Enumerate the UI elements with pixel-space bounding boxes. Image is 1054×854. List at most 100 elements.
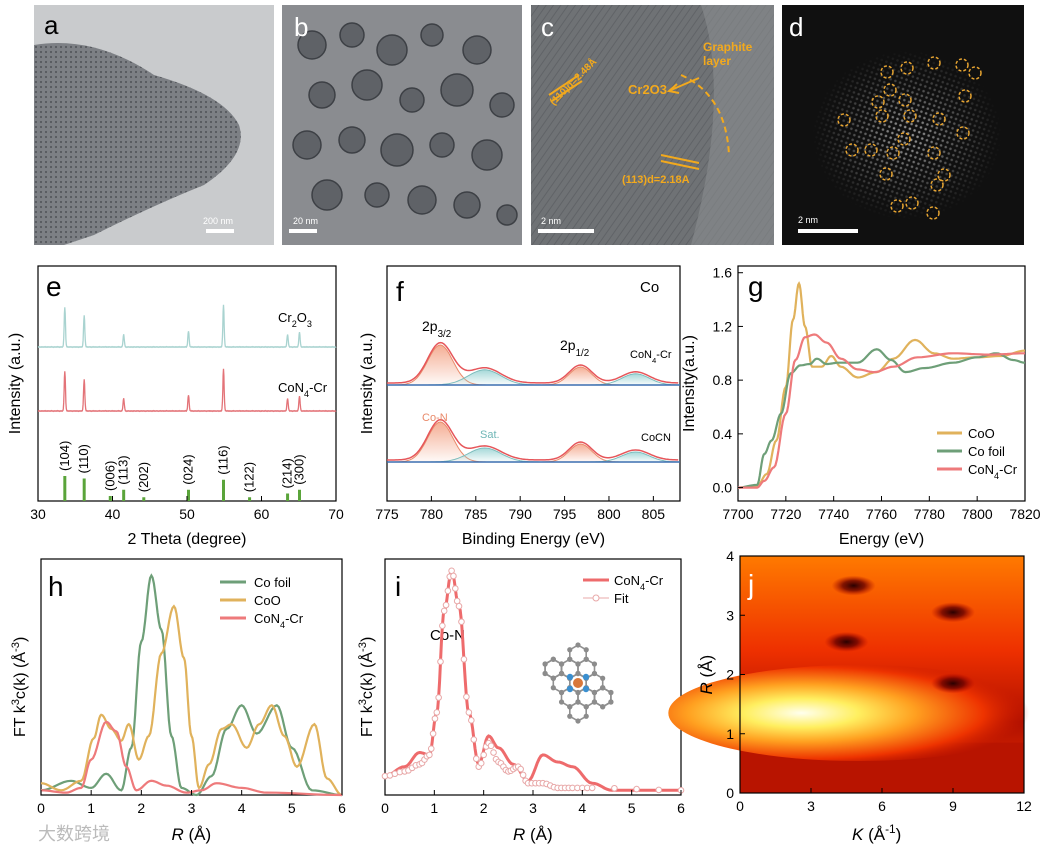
j-xtick-label: 0 (736, 798, 744, 814)
e-xtick-label: 70 (328, 506, 344, 522)
carbon-atom (558, 689, 565, 696)
ref-label: (122) (242, 462, 257, 492)
g-series (737, 348, 1026, 489)
carbon-atom (583, 656, 589, 662)
i-legend-marker (592, 594, 600, 602)
i-fit-point (470, 736, 478, 743)
panel-label-i: i (395, 571, 401, 602)
i-fit-point (455, 602, 463, 610)
carbon-atom (591, 670, 598, 677)
f-label-sat: Sat. (480, 429, 500, 441)
j-ylabel: R (Å) (697, 655, 716, 695)
h-legend-label: CoO (254, 593, 281, 608)
i-fit-point (487, 742, 495, 750)
f-ylabel: Intensity (a.u.) (359, 333, 376, 434)
i-fit-point (437, 658, 444, 665)
scale-bar-label-d: 2 nm (798, 215, 819, 225)
i-legend-label: Fit (614, 591, 629, 606)
h-ylabel: FT k3c(k) (Å-3) (10, 637, 29, 737)
panel-label-c: c (541, 12, 554, 42)
panel-label-e: e (46, 271, 62, 302)
g-xtick-label: 7740 (818, 506, 849, 522)
carbon-atom (608, 689, 614, 696)
g-legend-label: CoN4-Cr (968, 462, 1018, 481)
j-ytick-label: 0 (726, 785, 734, 801)
h-xtick-label: 2 (137, 800, 145, 816)
g-xtick-label: 7700 (722, 506, 753, 522)
f-title: Co (640, 279, 659, 296)
ref-label: (300) (291, 454, 306, 484)
carbon-atom (600, 675, 606, 681)
i-fit-point (517, 765, 524, 773)
g-xtick-label: 7760 (866, 506, 897, 522)
carbon-atom (550, 656, 556, 662)
e-xtick-label: 60 (254, 506, 270, 522)
i-xtick-label: 1 (430, 800, 438, 816)
f-xtick-label: 805 (642, 506, 666, 522)
g-xtick-label: 7800 (962, 506, 993, 522)
f-label-con4cr: CoN4-Cr (630, 349, 672, 365)
i-fit-point (426, 751, 433, 759)
i-fit-point (435, 694, 442, 701)
f-xtick-label: 775 (375, 506, 399, 522)
annotation-cr2o3: Cr2O3 (628, 82, 668, 97)
panel-label-h: h (48, 571, 64, 602)
g-xtick-label: 7820 (1009, 506, 1040, 522)
carbon-atom (567, 704, 573, 710)
carbon-atom (591, 661, 598, 667)
panel-label-a: a (44, 10, 59, 40)
carbon-atom (567, 656, 573, 662)
panel-label-f: f (396, 276, 404, 307)
micrograph-c (531, 5, 774, 245)
nitrogen-atom (566, 685, 574, 693)
f-xtick-label: 790 (509, 506, 533, 522)
scale-bar-label-a: 200 nm (203, 216, 234, 226)
j-xtick-label: 3 (807, 798, 815, 814)
g-ytick-label: 0.8 (713, 372, 733, 388)
cobalt-atom (573, 678, 583, 688)
f-label-2p32: 2p3/2 (422, 318, 451, 340)
panel-label-j: j (747, 569, 754, 600)
ref-label: (214) (280, 458, 295, 488)
f-con4cr-envelope (387, 341, 679, 384)
i-fit-point (440, 607, 448, 615)
panel-label-b: b (294, 12, 309, 42)
carbon-atom (550, 675, 556, 681)
g-xtick-label: 7780 (914, 506, 945, 522)
h-xtick-label: 5 (288, 800, 296, 816)
g-series (737, 281, 1026, 489)
scale-bar-label-c: 2 nm (541, 216, 562, 226)
h-xlabel: R (Å) (172, 825, 212, 844)
legend-con4-cr: CoN4-Cr (278, 380, 328, 399)
i-fit-point (427, 745, 435, 752)
carbon-atom (583, 704, 589, 710)
watermark: 大数跨境 (38, 824, 110, 845)
i-fit-point (468, 717, 475, 724)
f-xtick-label: 795 (553, 506, 577, 522)
annotation-graphite: Graphite layer (703, 40, 753, 68)
legend-cr2o3: Cr2O3 (278, 310, 312, 329)
carbon-atom (600, 704, 606, 710)
i-fit-point (480, 751, 487, 759)
bond (544, 658, 563, 680)
j-ytick-label: 2 (726, 667, 734, 683)
bond (569, 644, 587, 665)
ref-label: (113) (116, 455, 131, 484)
i-fit-point (450, 572, 457, 580)
ref-label: (006) (102, 461, 117, 491)
i-fit-point (429, 730, 437, 737)
i-series (384, 568, 681, 792)
h-legend-label: Co foil (254, 575, 291, 590)
i-fit-point (458, 618, 465, 626)
i-fit-point (431, 715, 439, 722)
panel-label-d: d (789, 12, 804, 42)
i-fit-point (444, 587, 452, 595)
panel-label-g: g (748, 271, 764, 302)
i-xtick-label: 6 (677, 800, 685, 816)
i-fit-point (477, 759, 485, 767)
f-xtick-label: 780 (420, 506, 444, 522)
bond (569, 701, 587, 722)
i-xtick-label: 2 (480, 800, 488, 816)
micrograph-d (782, 5, 1024, 245)
